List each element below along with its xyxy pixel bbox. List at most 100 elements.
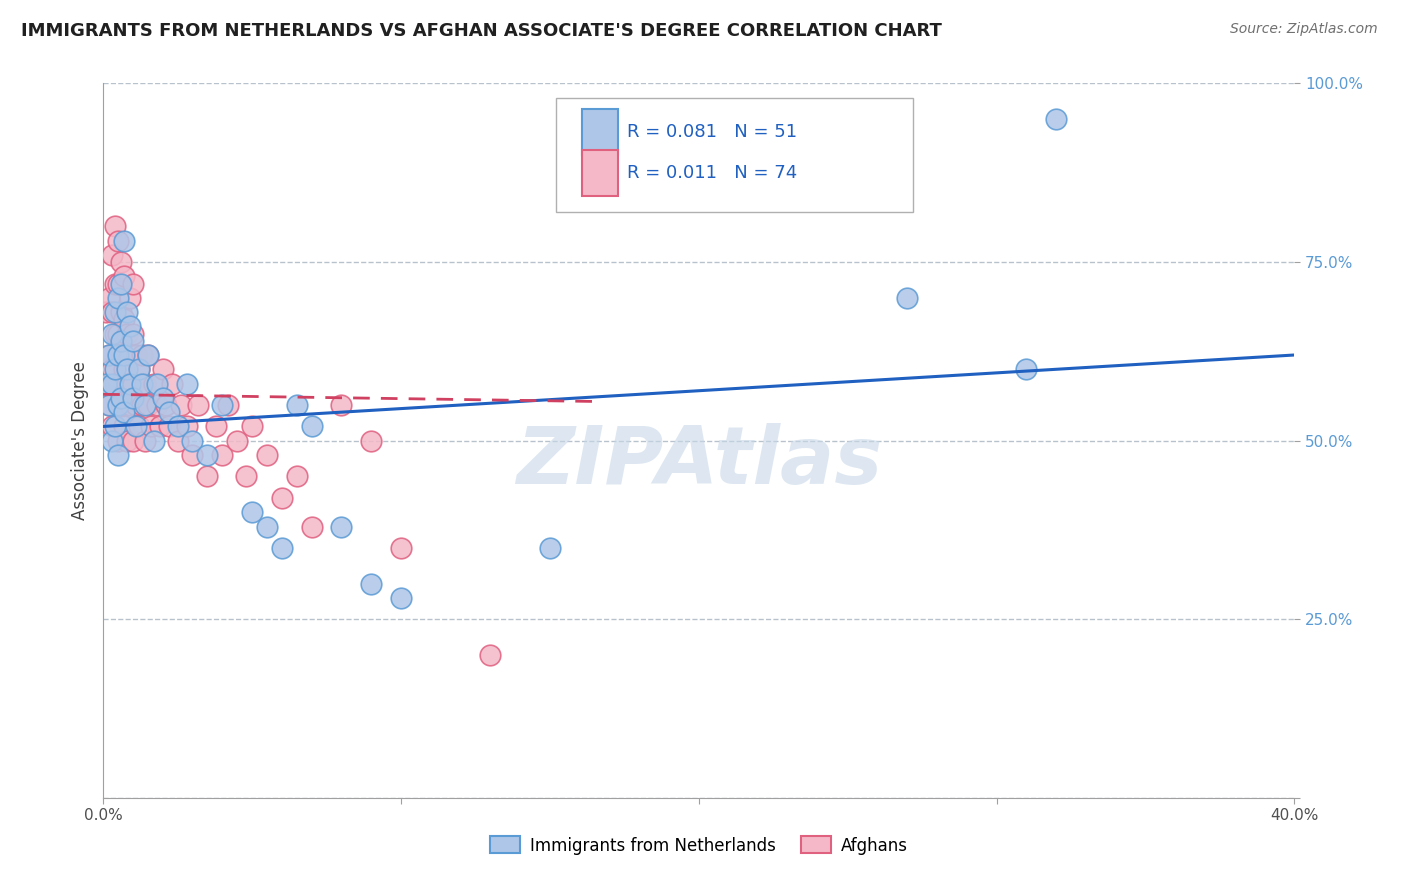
Point — [330, 398, 353, 412]
Point — [211, 398, 233, 412]
Point — [118, 291, 141, 305]
Legend: Immigrants from Netherlands, Afghans: Immigrants from Netherlands, Afghans — [484, 830, 914, 861]
Point — [115, 434, 138, 448]
Point — [104, 305, 127, 319]
Point — [118, 319, 141, 334]
Point — [301, 519, 323, 533]
Point — [240, 505, 263, 519]
FancyBboxPatch shape — [582, 109, 617, 155]
Point — [896, 291, 918, 305]
Point — [107, 398, 129, 412]
Point — [98, 398, 121, 412]
Point — [115, 305, 138, 319]
Point — [98, 348, 121, 362]
Point — [125, 348, 148, 362]
Point — [101, 305, 124, 319]
Text: IMMIGRANTS FROM NETHERLANDS VS AFGHAN ASSOCIATE'S DEGREE CORRELATION CHART: IMMIGRANTS FROM NETHERLANDS VS AFGHAN AS… — [21, 22, 942, 40]
Text: R = 0.011   N = 74: R = 0.011 N = 74 — [627, 164, 797, 182]
Point — [107, 376, 129, 391]
Point — [112, 269, 135, 284]
Point — [107, 434, 129, 448]
Point — [157, 419, 180, 434]
Point — [107, 326, 129, 341]
Point — [157, 405, 180, 419]
Point — [131, 376, 153, 391]
Point — [110, 255, 132, 269]
Point — [256, 519, 278, 533]
Point — [104, 326, 127, 341]
Point — [115, 362, 138, 376]
Point — [98, 398, 121, 412]
Point — [98, 291, 121, 305]
Point — [104, 277, 127, 291]
Point — [110, 277, 132, 291]
Point — [104, 419, 127, 434]
Point — [142, 434, 165, 448]
Point — [205, 419, 228, 434]
Point — [134, 398, 156, 412]
Point — [131, 348, 153, 362]
Point — [360, 434, 382, 448]
Point — [112, 348, 135, 362]
Point — [112, 405, 135, 419]
Point — [270, 491, 292, 505]
Point — [122, 434, 145, 448]
Point — [110, 398, 132, 412]
Point — [118, 348, 141, 362]
Point — [187, 398, 209, 412]
Point — [110, 334, 132, 348]
Point — [136, 398, 159, 412]
Point — [98, 348, 121, 362]
Text: R = 0.081   N = 51: R = 0.081 N = 51 — [627, 123, 797, 141]
Point — [101, 248, 124, 262]
Point — [145, 398, 167, 412]
Point — [195, 469, 218, 483]
Point — [360, 576, 382, 591]
Point — [104, 219, 127, 234]
Point — [112, 234, 135, 248]
Point — [94, 362, 117, 376]
Point — [226, 434, 249, 448]
Point — [235, 469, 257, 483]
Point — [104, 376, 127, 391]
Point — [118, 376, 141, 391]
Point — [176, 419, 198, 434]
Point — [330, 519, 353, 533]
Point — [166, 419, 188, 434]
Point — [112, 419, 135, 434]
Point — [107, 348, 129, 362]
Point — [285, 398, 308, 412]
Text: ZIPAtlas: ZIPAtlas — [516, 423, 882, 501]
Point — [125, 419, 148, 434]
Point — [285, 469, 308, 483]
Text: Source: ZipAtlas.com: Source: ZipAtlas.com — [1230, 22, 1378, 37]
Point — [145, 376, 167, 391]
Point — [136, 348, 159, 362]
Point — [122, 376, 145, 391]
Point — [181, 434, 204, 448]
Point — [134, 376, 156, 391]
Point — [169, 398, 191, 412]
Point — [94, 376, 117, 391]
Point — [110, 391, 132, 405]
Point — [101, 376, 124, 391]
Point — [101, 419, 124, 434]
FancyBboxPatch shape — [555, 98, 914, 212]
Point — [1015, 362, 1038, 376]
Point — [301, 419, 323, 434]
Point — [104, 362, 127, 376]
Point — [160, 376, 183, 391]
Point — [101, 362, 124, 376]
Point — [155, 398, 177, 412]
Point — [118, 398, 141, 412]
Point — [211, 448, 233, 462]
Point — [110, 305, 132, 319]
Point — [479, 648, 502, 662]
Point — [125, 398, 148, 412]
Y-axis label: Associate's Degree: Associate's Degree — [72, 361, 89, 520]
Point — [134, 434, 156, 448]
Point — [152, 362, 174, 376]
FancyBboxPatch shape — [582, 150, 617, 196]
Point — [122, 277, 145, 291]
Point — [195, 448, 218, 462]
